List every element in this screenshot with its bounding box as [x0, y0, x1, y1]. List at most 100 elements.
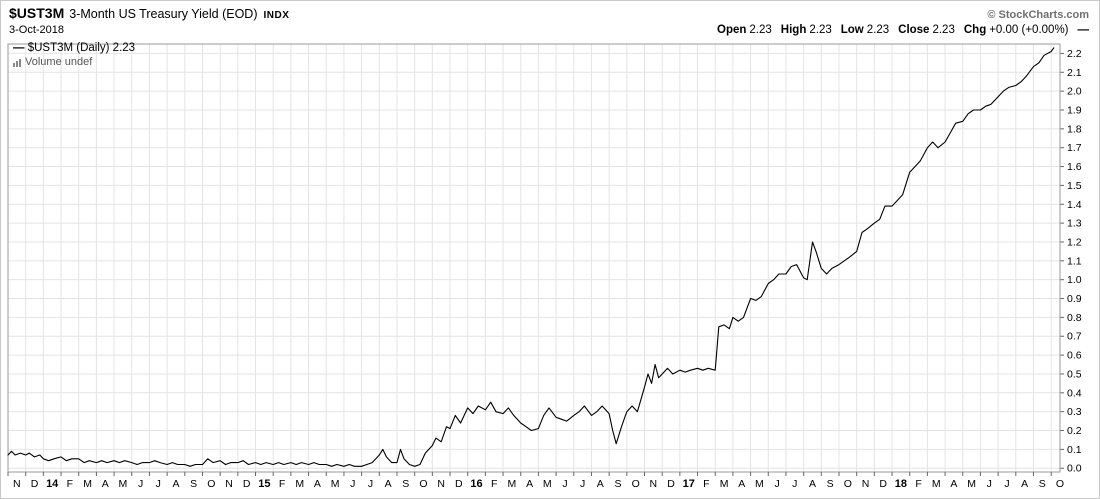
svg-text:18: 18 [895, 478, 907, 490]
svg-text:S: S [1039, 478, 1046, 490]
legend-volume-row: Volume undef [13, 56, 135, 69]
chart-title: 3-Month US Treasury Yield (EOD) [69, 7, 258, 21]
header-dash: — [1077, 24, 1090, 36]
ticker-symbol: $UST3M [9, 5, 65, 21]
svg-text:0.6: 0.6 [1067, 350, 1082, 362]
svg-text:S: S [827, 478, 834, 490]
close-label: Close [898, 24, 930, 36]
svg-text:D: D [243, 478, 251, 490]
legend-series-label: $UST3M (Daily) 2.23 [27, 42, 136, 54]
svg-text:1.6: 1.6 [1067, 161, 1082, 173]
svg-text:S: S [402, 478, 409, 490]
svg-text:D: D [667, 478, 675, 490]
svg-text:J: J [774, 478, 779, 490]
svg-text:2.1: 2.1 [1067, 67, 1082, 79]
svg-text:D: D [31, 478, 39, 490]
svg-text:0.9: 0.9 [1067, 293, 1082, 305]
svg-text:J: J [138, 478, 143, 490]
volume-bars-icon [13, 59, 21, 68]
svg-text:1.0: 1.0 [1067, 274, 1082, 286]
svg-text:1.5: 1.5 [1067, 180, 1082, 192]
svg-text:M: M [508, 478, 517, 490]
svg-text:M: M [720, 478, 729, 490]
change-label: Chg [963, 24, 987, 36]
svg-text:0.7: 0.7 [1067, 331, 1082, 343]
svg-text:J: J [580, 478, 585, 490]
svg-text:N: N [862, 478, 870, 490]
svg-text:M: M [932, 478, 941, 490]
header-row-title: $UST3M 3-Month US Treasury Yield (EOD) IND… [1, 1, 1099, 23]
svg-text:M: M [295, 478, 304, 490]
svg-text:17: 17 [683, 478, 695, 490]
svg-text:N: N [437, 478, 445, 490]
open-label: Open [717, 24, 747, 36]
svg-text:M: M [331, 478, 340, 490]
svg-text:J: J [987, 478, 992, 490]
chart-date: 3-Oct-2018 [9, 24, 65, 36]
svg-text:0.8: 0.8 [1067, 312, 1082, 324]
svg-text:1.2: 1.2 [1067, 236, 1082, 248]
svg-text:D: D [455, 478, 463, 490]
change-value: +0.00 (+0.00%) [989, 24, 1069, 36]
svg-text:1.4: 1.4 [1067, 199, 1082, 211]
svg-text:A: A [172, 478, 179, 490]
svg-text:J: J [1004, 478, 1009, 490]
svg-text:1.7: 1.7 [1067, 142, 1082, 154]
svg-text:F: F [279, 478, 285, 490]
svg-text:A: A [314, 478, 321, 490]
svg-text:O: O [419, 478, 427, 490]
ohlc-quote: Open 2.23 High 2.23 Low 2.23 Close 2.23 Chg +… [708, 24, 1089, 36]
svg-text:O: O [632, 478, 640, 490]
svg-text:A: A [385, 478, 392, 490]
svg-text:M: M [755, 478, 764, 490]
svg-text:2.0: 2.0 [1067, 86, 1082, 98]
svg-text:1.1: 1.1 [1067, 255, 1082, 267]
svg-text:S: S [614, 478, 621, 490]
svg-text:N: N [225, 478, 233, 490]
high-label: High [780, 24, 807, 36]
svg-text:J: J [562, 478, 567, 490]
low-label: Low [840, 24, 864, 36]
svg-text:0.5: 0.5 [1067, 368, 1082, 380]
svg-text:F: F [703, 478, 709, 490]
svg-text:F: F [491, 478, 497, 490]
svg-text:0.0: 0.0 [1067, 463, 1082, 475]
svg-text:0.1: 0.1 [1067, 444, 1082, 456]
svg-text:N: N [13, 478, 21, 490]
price-chart: 0.0 0.1 0.2 0.3 0.4 0.5 0.6 0.7 0.8 0.9 1.0 1.1 1.2 1… [7, 43, 1082, 490]
svg-text:N: N [650, 478, 658, 490]
svg-text:A: A [809, 478, 816, 490]
open-value: 2.23 [749, 24, 772, 36]
svg-text:A: A [1021, 478, 1028, 490]
svg-text:O: O [844, 478, 852, 490]
svg-text:A: A [526, 478, 533, 490]
low-value: 2.23 [866, 24, 890, 36]
svg-text:M: M [543, 478, 552, 490]
chart-header: $UST3M 3-Month US Treasury Yield (EOD) IND… [1, 1, 1099, 38]
svg-text:J: J [792, 478, 797, 490]
svg-text:J: J [156, 478, 161, 490]
svg-text:16: 16 [470, 478, 482, 490]
close-value: 2.23 [932, 24, 955, 36]
exchange-label: INDX [263, 10, 290, 21]
svg-text:1.3: 1.3 [1067, 218, 1082, 230]
svg-text:D: D [879, 478, 887, 490]
legend-volume-label: Volume undef [25, 56, 93, 69]
svg-text:14: 14 [46, 478, 59, 490]
svg-text:O: O [207, 478, 215, 490]
copyright-label: © StockCharts.com [987, 9, 1089, 21]
svg-text:F: F [915, 478, 921, 490]
svg-text:M: M [83, 478, 92, 490]
svg-text:A: A [738, 478, 745, 490]
svg-text:0.2: 0.2 [1067, 425, 1082, 437]
series-line-sample-icon: — [13, 42, 25, 54]
svg-text:2.2: 2.2 [1067, 48, 1082, 60]
svg-text:A: A [597, 478, 604, 490]
svg-text:F: F [67, 478, 73, 490]
legend-series-row: — $UST3M (Daily) 2.23 [13, 42, 135, 55]
svg-text:1.8: 1.8 [1067, 123, 1082, 135]
title-group: $UST3M 3-Month US Treasury Yield (EOD) IND… [9, 5, 289, 23]
svg-text:A: A [102, 478, 109, 490]
svg-text:M: M [967, 478, 976, 490]
svg-text:0.4: 0.4 [1067, 387, 1082, 399]
